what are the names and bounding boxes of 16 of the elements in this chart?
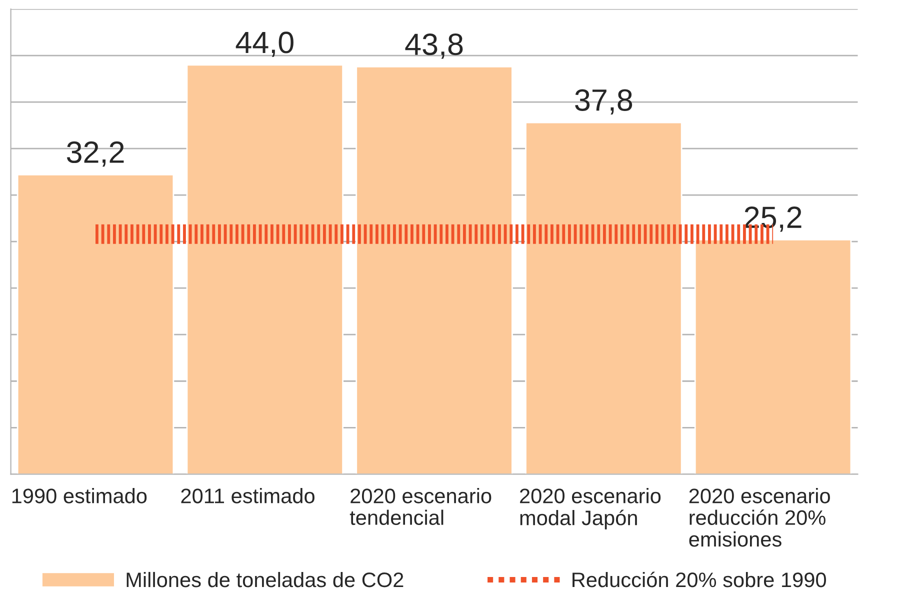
bar	[694, 239, 852, 474]
x-tick-label: 2020 escenario modal Japón	[520, 488, 661, 530]
bar	[525, 122, 682, 474]
x-tick-label: 1990 estimado	[12, 488, 147, 504]
bar	[356, 66, 513, 474]
legend-label: Millones de toneladas de CO2	[126, 572, 404, 588]
data-label: 32,2	[66, 141, 124, 167]
bar	[16, 174, 174, 474]
x-tick-label: 2020 escenario tendencial	[350, 488, 492, 526]
x-tick-label: 2011 estimado	[181, 488, 314, 504]
bar	[186, 64, 344, 474]
legend-label: Reducción 20% sobre 1990	[572, 572, 826, 588]
data-label: 37,8	[575, 89, 632, 115]
x-tick-label: 2020 escenario reducción 20% emisiones	[689, 488, 830, 547]
data-label: 44,0	[236, 32, 294, 57]
data-label: 43,8	[405, 34, 463, 59]
